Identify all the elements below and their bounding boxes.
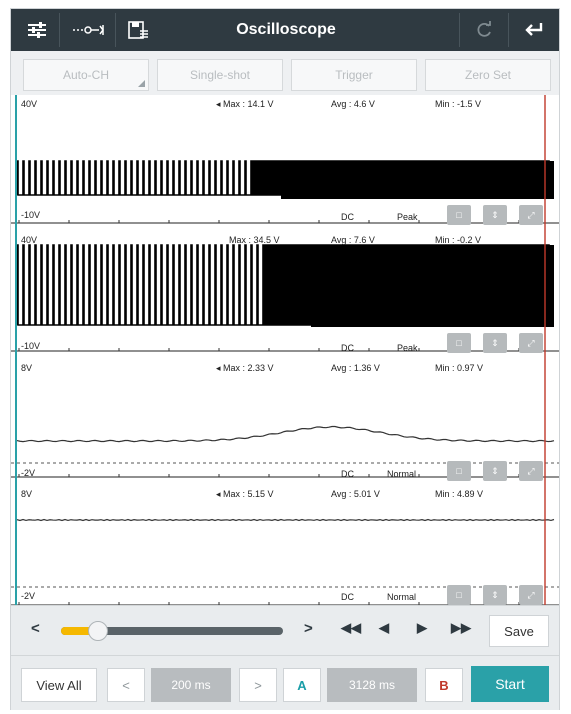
divider — [508, 13, 509, 47]
ch1-top-scale: 40V — [21, 99, 38, 109]
top-bar: Oscilloscope — [11, 9, 559, 51]
waveform-display[interactable]: 40V ◂ Max : 14.1 V Avg : 4.6 V Min : -1.… — [11, 95, 559, 605]
ch1-min: Min : -1.5 V — [435, 99, 482, 109]
ch3-waveform — [16, 425, 555, 443]
ch1-avg: Avg : 4.6 V — [331, 99, 375, 109]
ch3-avg: Avg : 1.36 V — [331, 363, 380, 373]
ch1-zoom-out-icon[interactable]: □ — [447, 205, 471, 225]
ch1-waveform-dense — [281, 161, 554, 199]
timebase-value: 200 ms — [151, 668, 231, 702]
ch3-fullscreen-icon[interactable]: ⤢ — [519, 461, 543, 481]
ch1-scale-icon[interactable]: ⇕ — [483, 205, 507, 225]
time-slider-track[interactable] — [61, 621, 283, 641]
cursor-b-button[interactable]: B — [425, 668, 463, 702]
waveform-canvas — [11, 95, 559, 605]
ch4-fullscreen-icon[interactable]: ⤢ — [519, 585, 543, 605]
ch4-waveform — [16, 518, 555, 522]
ch3-scale-icon[interactable]: ⇕ — [483, 461, 507, 481]
ch2-min: Min : -0.2 V — [435, 235, 482, 245]
ch2-top-scale: 40V — [21, 235, 38, 245]
scroll-left-button[interactable]: < — [31, 620, 40, 637]
ch4-mode: Normal — [387, 592, 417, 602]
auto-ch-label: Auto-CH — [62, 68, 109, 82]
divider — [59, 13, 60, 47]
page-title: Oscilloscope — [236, 21, 336, 38]
ch2-mode: Peak — [397, 343, 418, 353]
timebase-increase-button[interactable]: > — [239, 668, 277, 702]
ch4-top-scale: 8V — [21, 489, 33, 499]
ch3-coupling: DC — [341, 469, 354, 479]
ch1-mode: Peak — [397, 212, 418, 222]
zero-set-button[interactable]: Zero Set — [425, 59, 551, 91]
ch2-fullscreen-icon[interactable]: ⤢ — [519, 333, 543, 353]
rewind-button[interactable]: ◀ — [379, 620, 389, 635]
ch3-top-scale: 8V — [21, 363, 33, 373]
ch4-coupling: DC — [341, 592, 354, 602]
ch3-min: Min : 0.97 V — [435, 363, 484, 373]
zero-set-label: Zero Set — [464, 68, 512, 82]
trigger-button[interactable]: Trigger — [291, 59, 417, 91]
ch4-min: Min : 4.89 V — [435, 489, 484, 499]
back-arrow-icon[interactable] — [518, 17, 550, 43]
time-slider-fill — [61, 627, 98, 635]
ch4-zoom-out-icon[interactable]: □ — [447, 585, 471, 605]
view-all-button[interactable]: View All — [21, 668, 97, 702]
ch1-max: ◂ Max : 14.1 V — [216, 99, 274, 109]
ch2-avg: Avg : 7.6 V — [331, 235, 375, 245]
ch1-coupling: DC — [341, 212, 354, 222]
ch2-bottom-scale: -10V — [21, 341, 41, 351]
divider — [459, 13, 460, 47]
cursor-a-button[interactable]: A — [283, 668, 321, 702]
ch2-max: Max : 34.5 V — [229, 235, 280, 245]
ch3-bottom-scale: -2V — [21, 468, 36, 478]
ch1-fullscreen-icon[interactable]: ⤢ — [519, 205, 543, 225]
footer-controls: View All < 200 ms > A 3128 ms B Start — [11, 655, 559, 710]
ch4-avg: Avg : 5.01 V — [331, 489, 380, 499]
ch2-zoom-out-icon[interactable]: □ — [447, 333, 471, 353]
settings-sliders-icon[interactable] — [23, 17, 51, 43]
save-button[interactable]: Save — [489, 615, 549, 647]
time-slider-handle[interactable] — [87, 621, 108, 641]
channel-switch-icon[interactable] — [69, 17, 109, 43]
ch3-zoom-out-icon[interactable]: □ — [447, 461, 471, 481]
scroll-right-button[interactable]: > — [304, 620, 313, 637]
refresh-icon[interactable] — [469, 17, 499, 43]
dropdown-corner-icon — [138, 80, 145, 87]
forward-fast-button[interactable]: ▶▶ — [451, 620, 471, 635]
auto-ch-button[interactable]: Auto-CH — [23, 59, 149, 91]
ch3-max: ◂ Max : 2.33 V — [216, 363, 274, 373]
ch1-bottom-scale: -10V — [21, 210, 41, 220]
forward-button[interactable]: ▶ — [417, 620, 427, 635]
ch2-scale-icon[interactable]: ⇕ — [483, 333, 507, 353]
start-button[interactable]: Start — [471, 666, 549, 702]
ch4-max: ◂ Max : 5.15 V — [216, 489, 274, 499]
rewind-fast-button[interactable]: ◀◀ — [341, 620, 361, 635]
oscilloscope-app: Oscilloscope Auto-CH Single-shot Trigger — [10, 8, 560, 710]
ch4-scale-icon[interactable]: ⇕ — [483, 585, 507, 605]
single-shot-label: Single-shot — [189, 68, 251, 82]
playback-controls: < > ◀◀ ◀ ▶ ▶▶ Save — [11, 605, 559, 656]
function-button-row: Auto-CH Single-shot Trigger Zero Set — [11, 51, 559, 95]
save-file-icon[interactable] — [123, 17, 153, 43]
cursor-delta-value: 3128 ms — [327, 668, 417, 702]
ch4-bottom-scale: -2V — [21, 591, 36, 601]
ch2-waveform-dense — [311, 245, 554, 327]
divider — [115, 13, 116, 47]
ch2-coupling: DC — [341, 343, 354, 353]
ch3-mode: Normal — [387, 469, 417, 479]
single-shot-button[interactable]: Single-shot — [157, 59, 283, 91]
trigger-label: Trigger — [335, 68, 373, 82]
timebase-decrease-button[interactable]: < — [107, 668, 145, 702]
